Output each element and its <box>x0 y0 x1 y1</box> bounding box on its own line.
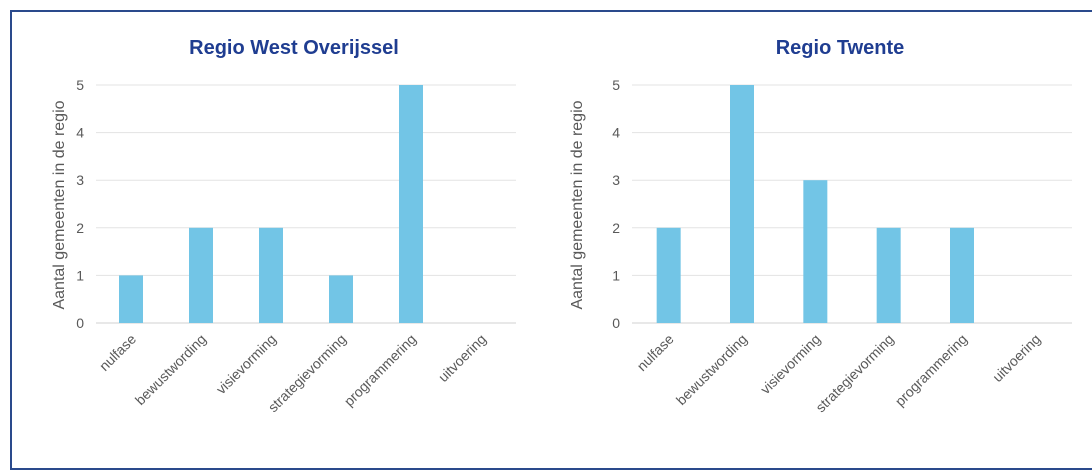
x-category-label: programmering <box>341 331 419 409</box>
y-tick-label: 3 <box>612 172 620 188</box>
bar-bewustwording <box>730 85 754 323</box>
y-axis-label: Aantal gemeenten in de regio <box>569 100 586 309</box>
y-axis-label: Aantal gemeenten in de regio <box>51 100 68 309</box>
bar-strategievorming <box>876 227 901 323</box>
y-tick-label: 1 <box>76 267 84 283</box>
bar-programmering <box>399 85 423 323</box>
bar-nulfase <box>119 275 143 323</box>
x-category-label: programmering <box>892 331 970 409</box>
x-category-label: strategievorming <box>812 331 896 415</box>
y-tick-label: 4 <box>612 125 620 141</box>
y-tick-label: 2 <box>76 220 84 236</box>
bar-visievorming <box>803 180 828 323</box>
x-category-label: uitvoering <box>989 331 1043 385</box>
y-tick-label: 2 <box>612 220 620 236</box>
x-category-label: bewustwording <box>132 331 209 408</box>
x-category-label: nulfase <box>634 331 677 374</box>
y-tick-label: 5 <box>76 77 84 93</box>
chart-west-overijssel: Regio West Overijssel Aantal gemeenten i… <box>51 37 516 415</box>
y-tick-label: 1 <box>612 267 620 283</box>
y-tick-label: 0 <box>612 315 620 331</box>
bar-nulfase <box>656 227 681 323</box>
bar-visievorming <box>259 227 283 323</box>
y-tick-label: 3 <box>76 172 84 188</box>
x-category-label: nulfase <box>96 331 139 374</box>
chart-twente: Regio Twente Aantal gemeenten in de regi… <box>569 37 1072 415</box>
chart-title: Regio Twente <box>776 37 905 59</box>
y-tick-label: 0 <box>76 315 84 331</box>
bar-strategievorming <box>329 275 353 323</box>
bar-bewustwording <box>189 227 213 323</box>
x-category-label: visievorming <box>213 331 279 397</box>
bar-programmering <box>950 227 974 323</box>
x-category-label: bewustwording <box>673 331 750 408</box>
y-tick-label: 4 <box>76 125 84 141</box>
y-tick-label: 5 <box>612 77 620 93</box>
chart-title: Regio West Overijssel <box>189 37 399 59</box>
x-category-label: uitvoering <box>435 331 489 385</box>
x-category-label: visievorming <box>757 331 823 397</box>
